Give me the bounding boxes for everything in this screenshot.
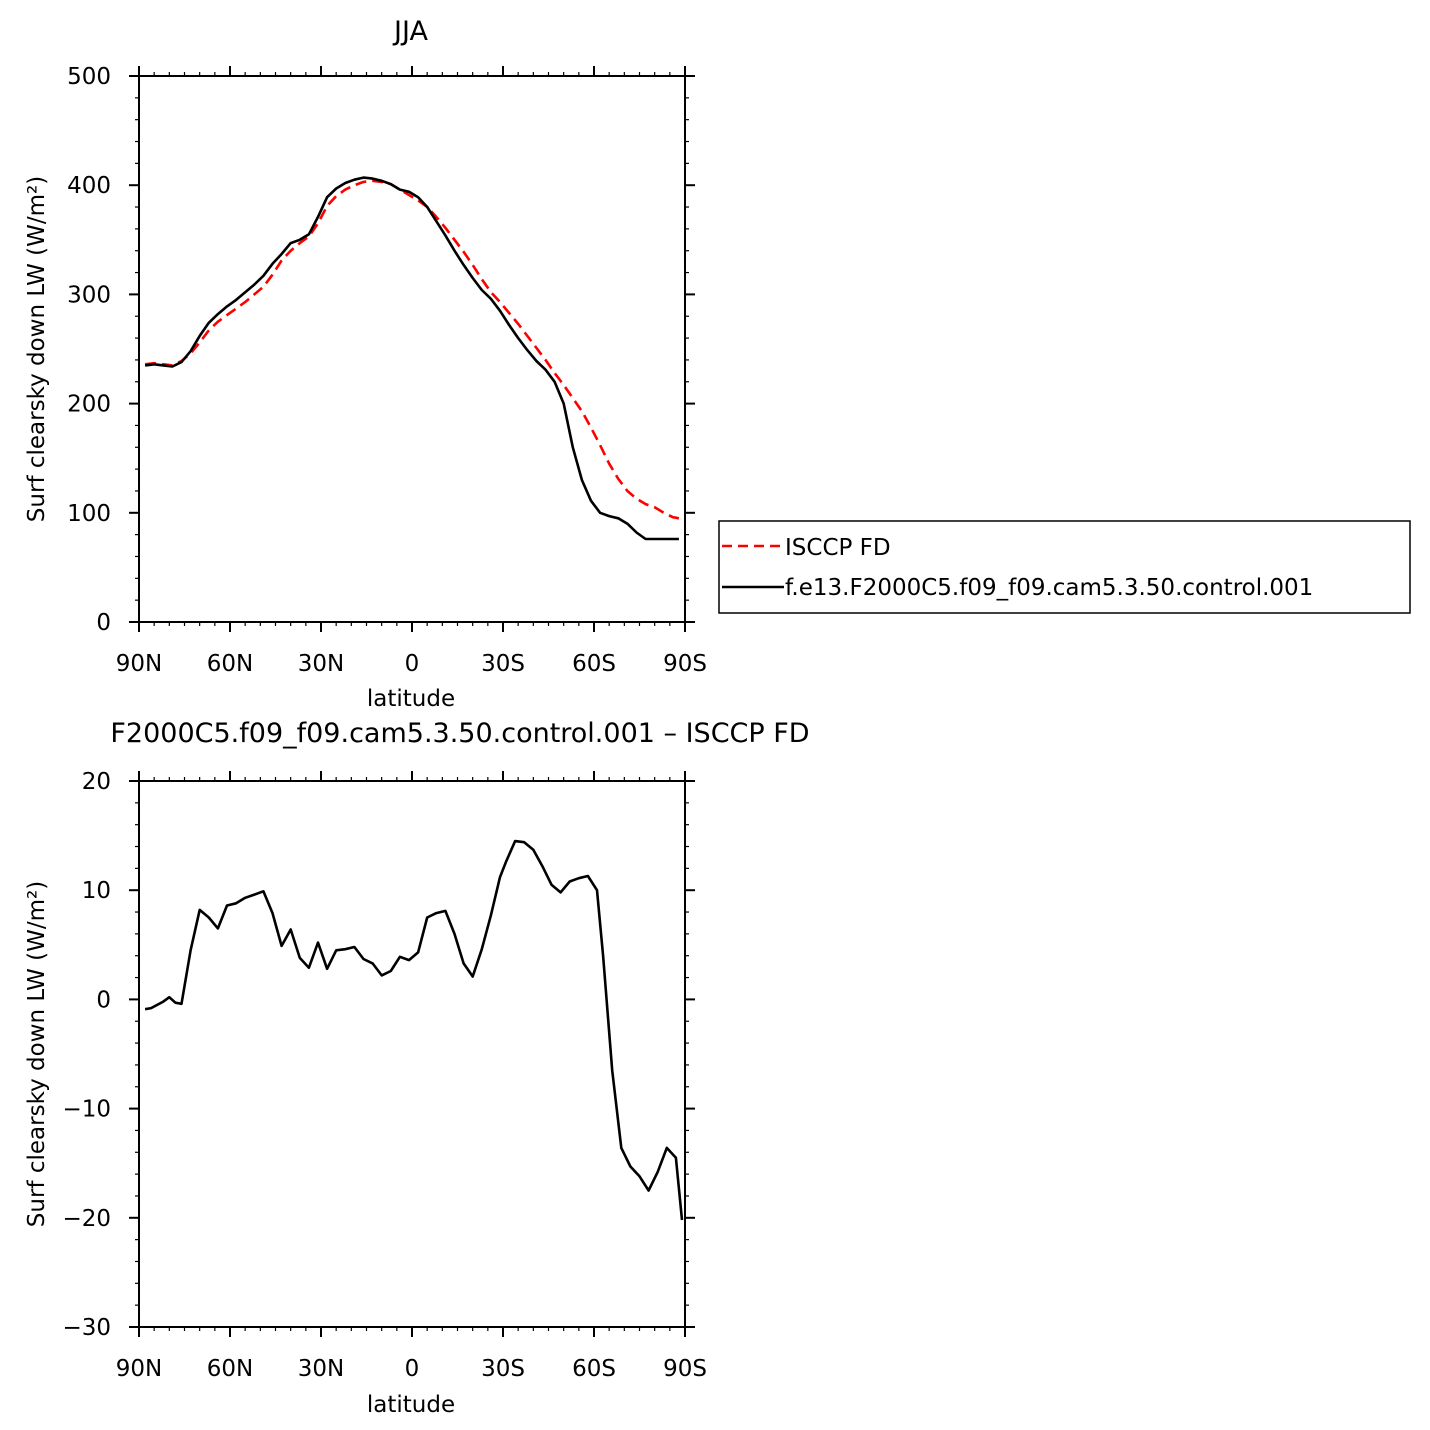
top-y-tick-label: 500 <box>67 64 111 90</box>
top-x-tick-label: 90N <box>116 651 162 677</box>
bottom-panel-ticks: −30 −20 −10 0 10 20 90N 60N 30N 0 30S 60S 90S <box>62 769 706 1382</box>
bottom-series-line-0 <box>144 839 684 1221</box>
bottom-plot-frame <box>138 780 686 1328</box>
bottom-y-tick-label: −30 <box>62 1315 111 1341</box>
top-x-tick-label: 0 <box>405 651 420 677</box>
bottom-panel-title: F2000C5.f09_f09.cam5.3.50.control.001 – … <box>110 718 809 749</box>
top-y-tick-label: 400 <box>67 173 111 199</box>
bottom-x-tick-label: 60S <box>572 1356 616 1382</box>
bottom-y-tick-label: −20 <box>62 1206 111 1232</box>
top-panel-ticks: 0 100 200 300 400 500 90N 60N 30N 0 30S 60S 90S <box>67 64 707 677</box>
legend-label-model: f.e13.F2000C5.f09_f09.cam5.3.50.control.… <box>785 575 1313 601</box>
top-y-tick-label: 300 <box>67 282 111 308</box>
bottom-y-tick-label: 10 <box>82 878 111 904</box>
top-x-tick-label: 30N <box>298 651 344 677</box>
bottom-x-axis-title: latitude <box>367 1392 455 1418</box>
top-y-tick-label: 0 <box>96 610 111 636</box>
bottom-x-tick-label: 0 <box>405 1356 420 1382</box>
bottom-y-axis-title: Surf clearsky down LW (W/m²) <box>24 881 50 1227</box>
bottom-x-tick-label: 90S <box>663 1356 707 1382</box>
bottom-x-tick-label: 60N <box>207 1356 253 1382</box>
bottom-y-tick-label: 0 <box>96 987 111 1013</box>
top-panel-title: JJA <box>392 16 428 47</box>
bottom-x-tick-label: 30S <box>481 1356 525 1382</box>
legend-box <box>718 520 1411 614</box>
top-y-axis-title: Surf clearsky down LW (W/m²) <box>24 176 50 522</box>
top-x-tick-label: 60N <box>207 651 253 677</box>
top-x-tick-label: 90S <box>663 651 707 677</box>
legend-label-isccp: ISCCP FD <box>785 535 891 561</box>
top-series-line-0 <box>144 179 680 520</box>
top-plot-frame <box>138 75 686 623</box>
bottom-y-tick-label: 20 <box>82 769 111 795</box>
top-series-line-1 <box>144 176 679 541</box>
top-y-tick-label: 100 <box>67 501 111 527</box>
top-x-tick-label: 30S <box>481 651 525 677</box>
legend: ISCCP FD f.e13.F2000C5.f09_f09.cam5.3.50… <box>718 520 1411 614</box>
bottom-panel-series <box>144 839 684 1221</box>
top-y-tick-label: 200 <box>67 392 111 418</box>
bottom-y-tick-label: −10 <box>62 1097 111 1123</box>
bottom-panel: F2000C5.f09_f09.cam5.3.50.control.001 – … <box>24 718 810 1418</box>
bottom-x-tick-label: 30N <box>298 1356 344 1382</box>
top-x-tick-label: 60S <box>572 651 616 677</box>
bottom-x-tick-label: 90N <box>116 1356 162 1382</box>
top-panel-series <box>144 176 680 541</box>
top-x-axis-title: latitude <box>367 686 455 712</box>
